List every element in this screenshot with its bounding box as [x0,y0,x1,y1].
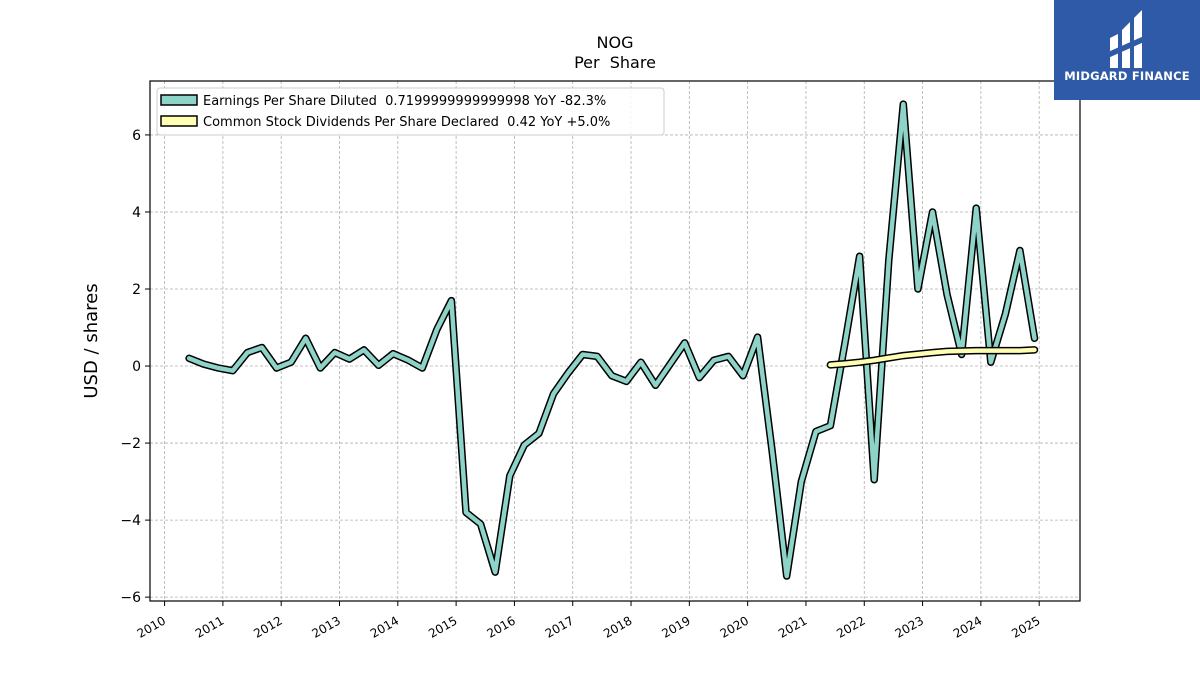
x-tick-label: 2014 [368,613,401,640]
x-tick-label: 2020 [718,613,751,640]
x-tick-label: 2023 [893,613,926,640]
series-line-1 [828,347,1037,368]
x-tick-label: 2011 [193,613,226,640]
legend: Earnings Per Share Diluted 0.71999999999… [156,87,665,136]
y-tick-label: 2 [132,282,141,298]
legend-swatch-1 [160,115,198,127]
x-tick-label: 2012 [251,613,284,640]
series-line-0 [186,101,1037,579]
chart-title: NOG [597,33,634,52]
x-tick-label: 2010 [135,613,168,640]
x-tick-label: 2021 [776,613,809,640]
x-tick-label: 2024 [951,613,984,640]
legend-box [156,87,665,136]
y-axis-label: USD / shares [81,283,102,398]
x-tick-label: 2013 [310,613,343,640]
y-tick-label: −6 [120,590,141,606]
legend-label-1: Common Stock Dividends Per Share Declare… [203,115,610,130]
x-tick-label: 2022 [834,613,867,640]
y-tick-label: 0 [132,359,141,375]
x-tick-label: 2017 [543,613,576,640]
y-tick-label: −2 [120,436,141,452]
x-tick-label: 2016 [484,613,517,640]
x-tick-label: 2015 [426,613,459,640]
y-tick-label: −4 [120,513,141,529]
x-tick-label: 2018 [601,613,634,640]
brand-mark-icon [1108,10,1144,68]
brand-name: MIDGARD FINANCE [1064,69,1190,83]
plot-frame [149,80,1081,602]
x-tick-label: 2025 [1009,613,1042,640]
y-tick-label: 4 [132,205,141,221]
x-tick-label: 2019 [659,613,692,640]
legend-label-0: Earnings Per Share Diluted 0.71999999999… [203,94,606,109]
brand-logo: MIDGARD FINANCE [1054,0,1200,100]
legend-swatch-0 [160,94,198,106]
y-tick-label: 6 [132,128,141,144]
chart-subtitle: Per Share [574,53,656,72]
